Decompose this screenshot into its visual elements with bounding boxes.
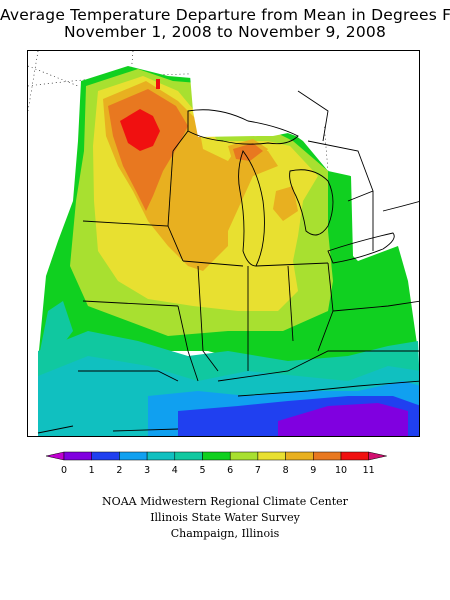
legend-tick-label: 4 — [172, 465, 178, 476]
map-title: Average Temperature Departure from Mean … — [0, 6, 450, 24]
legend-tick-label: 8 — [283, 465, 289, 476]
legend-tick-label: 3 — [144, 465, 150, 476]
legend-tick-label: 7 — [255, 465, 261, 476]
color-legend: 0 1 2 3 4 5 6 7 8 9 10 11 — [45, 451, 387, 476]
credit-survey: Illinois State Water Survey — [150, 511, 300, 524]
zone-11-red — [120, 109, 160, 151]
legend-labels: 0 1 2 3 4 5 6 7 8 9 10 11 — [61, 465, 375, 476]
legend-swatch — [257, 451, 286, 461]
legend-swatch — [174, 451, 203, 461]
zone-9-mi-spot — [273, 186, 298, 221]
no-data-ne — [328, 91, 419, 181]
legend-swatch — [229, 451, 259, 461]
zone-11-red-ne — [156, 79, 160, 89]
legend-swatch — [202, 451, 231, 461]
legend-swatch — [146, 451, 176, 461]
legend-colorbar — [45, 451, 387, 461]
zone-5-west — [38, 301, 73, 361]
temperature-departure-map — [27, 50, 420, 437]
map-canvas — [28, 51, 419, 436]
legend-tick-label: 0 — [61, 465, 67, 476]
legend-swatch — [119, 451, 148, 461]
legend-swatch — [91, 451, 120, 461]
zone-10-upper-mi — [233, 143, 263, 161]
legend-tick-label: 9 — [310, 465, 316, 476]
legend-tick-label: 10 — [335, 465, 347, 476]
legend-arrow-high — [368, 451, 387, 461]
legend-swatch — [285, 451, 314, 461]
legend-tick-label: 11 — [363, 465, 375, 476]
temperature-shading — [38, 51, 419, 436]
credit-organization: NOAA Midwestern Regional Climate Center — [102, 495, 348, 508]
legend-swatch — [313, 451, 342, 461]
legend-tick-label: 2 — [116, 465, 122, 476]
state-boundaries — [37, 90, 419, 434]
map-date-range: November 1, 2008 to November 9, 2008 — [63, 23, 387, 41]
legend-arrow-low — [45, 451, 65, 461]
credit-location: Champaign, Illinois — [170, 527, 280, 540]
legend-tick-label: 5 — [199, 465, 205, 476]
zone-1-purple — [278, 403, 408, 436]
legend-swatch — [63, 451, 92, 461]
legend-swatch — [340, 451, 369, 461]
legend-tick-label: 6 — [227, 465, 233, 476]
legend-tick-label: 1 — [89, 465, 95, 476]
